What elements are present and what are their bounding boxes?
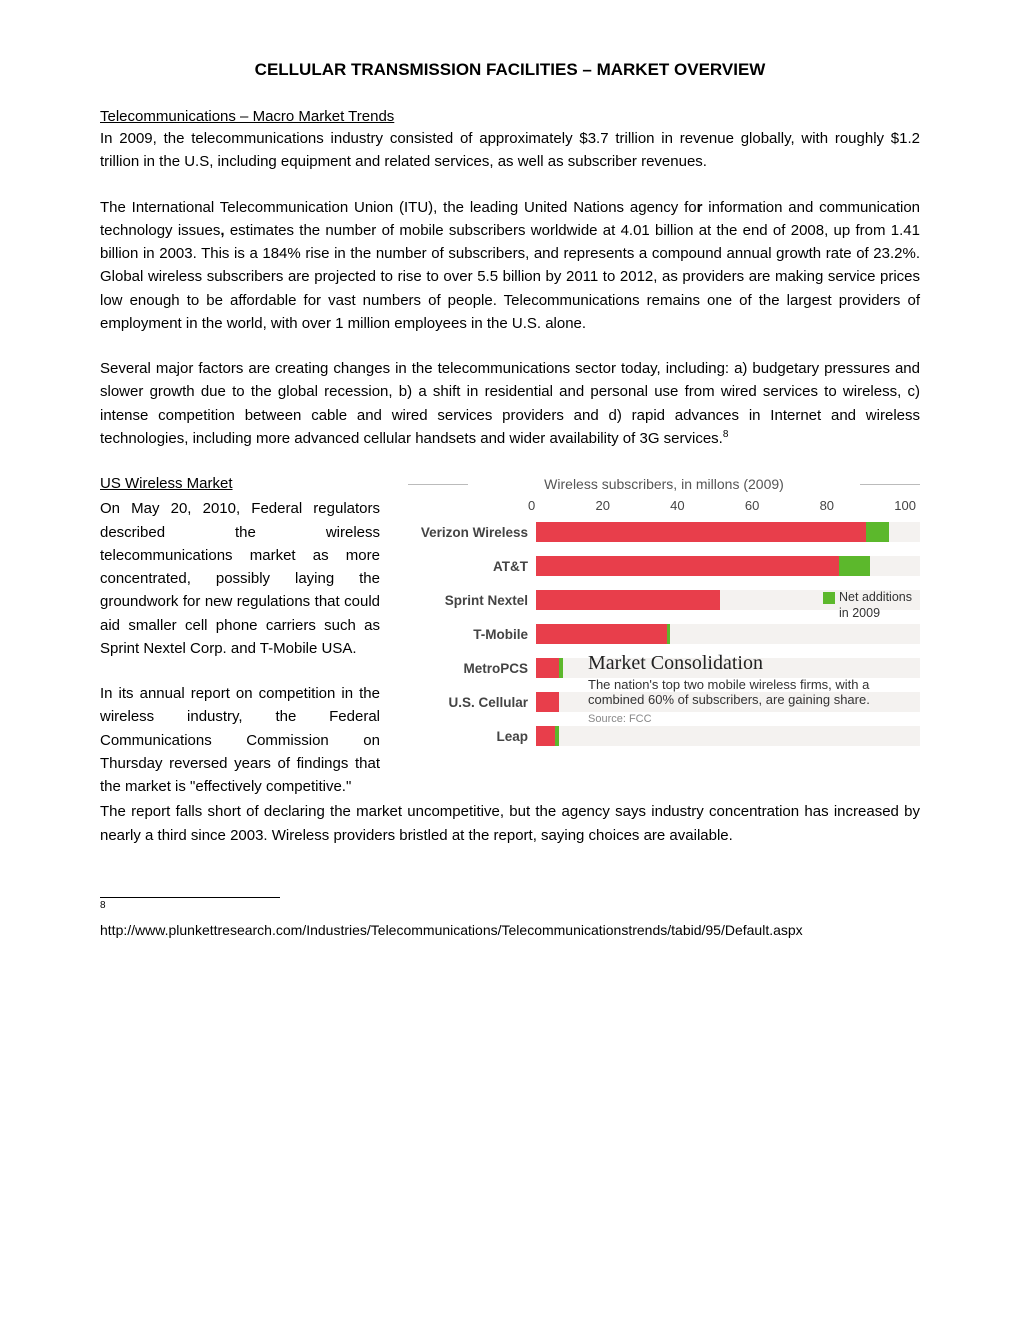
paragraph: In its annual report on competition in t…	[100, 682, 380, 798]
bar-label: Verizon Wireless	[408, 525, 536, 540]
bar-track	[536, 522, 920, 542]
bar-segment-additions	[555, 726, 559, 746]
paragraph: On May 20, 2010, Federal regulators desc…	[100, 497, 380, 660]
callout-text: The nation's top two mobile wireless fir…	[588, 677, 914, 707]
bar-segment-base	[536, 692, 559, 712]
bar-area: Verizon Wireless AT&T Sprint Nextel T-Mobil…	[408, 517, 920, 751]
bar-segment-base	[536, 658, 559, 678]
bar-segment-additions	[839, 556, 870, 576]
paragraph: Several major factors are creating chang…	[100, 357, 920, 450]
callout-source: Source: FCC	[588, 713, 914, 725]
legend-swatch	[823, 592, 835, 604]
document-page: CELLULAR TRANSMISSION FACILITIES – MARKE…	[0, 0, 1020, 980]
bar-track	[536, 726, 920, 746]
paragraph: The report falls short of declaring the …	[100, 800, 920, 847]
bar-label: Leap	[408, 729, 536, 744]
bar-row: Leap	[408, 721, 920, 751]
chart-title: Wireless subscribers, in millons (2009)	[408, 476, 920, 492]
left-text-column: US Wireless Market On May 20, 2010, Fede…	[100, 472, 380, 798]
bar-segment-additions	[559, 658, 563, 678]
chart-column: Wireless subscribers, in millons (2009) …	[408, 472, 920, 798]
callout-title: Market Consolidation	[588, 652, 914, 675]
paragraph: The International Telecommunication Unio…	[100, 196, 920, 336]
bar-label: Sprint Nextel	[408, 593, 536, 608]
bar-label: MetroPCS	[408, 661, 536, 676]
axis-tick: 40	[670, 498, 684, 513]
market-consolidation-callout: Market ConsolidationThe nation's top two…	[588, 652, 914, 725]
chart-legend: Net additions in 2009	[823, 589, 912, 622]
axis-tick: 0	[528, 498, 535, 513]
x-axis: 0 20 40 60 80 100	[408, 498, 920, 513]
two-column-section: US Wireless Market On May 20, 2010, Fede…	[100, 472, 920, 798]
text: Several major factors are creating chang…	[100, 360, 920, 447]
chart-title-text: Wireless subscribers, in millons (2009)	[544, 476, 784, 492]
page-title: CELLULAR TRANSMISSION FACILITIES – MARKE…	[100, 60, 920, 80]
footnote-text: http://www.plunkettresearch.com/Industri…	[100, 921, 920, 941]
bar-segment-base	[536, 624, 667, 644]
bar-row: AT&T	[408, 551, 920, 581]
axis-tick: 20	[595, 498, 609, 513]
bar-segment-base	[536, 556, 839, 576]
bar-segment-base	[536, 590, 720, 610]
bar-row: T-Mobile	[408, 619, 920, 649]
axis-tick: 60	[745, 498, 759, 513]
section-heading-us: US Wireless Market	[100, 472, 380, 495]
text: The International Telecommunication Unio…	[100, 199, 697, 216]
bar-label: AT&T	[408, 559, 536, 574]
subscribers-bar-chart: Wireless subscribers, in millons (2009) …	[408, 472, 920, 751]
section-heading-macro: Telecommunications – Macro Market Trends	[100, 108, 920, 125]
axis-tick: 80	[820, 498, 834, 513]
footnote-ref: 8	[723, 429, 729, 440]
axis-tick: 100	[894, 498, 916, 513]
legend-label: Net additions	[839, 590, 912, 604]
footnote-rule	[100, 897, 280, 898]
footnote-number: 8	[100, 900, 920, 911]
bar-segment-additions	[866, 522, 889, 542]
bar-label: T-Mobile	[408, 627, 536, 642]
bar-segment-base	[536, 726, 555, 746]
bar-segment-base	[536, 522, 866, 542]
bar-label: U.S. Cellular	[408, 695, 536, 710]
paragraph: In 2009, the telecommunications industry…	[100, 127, 920, 174]
bar-row: Verizon Wireless	[408, 517, 920, 547]
legend-label: in 2009	[839, 606, 880, 620]
bar-segment-additions	[667, 624, 671, 644]
bar-track	[536, 556, 920, 576]
bar-track	[536, 624, 920, 644]
